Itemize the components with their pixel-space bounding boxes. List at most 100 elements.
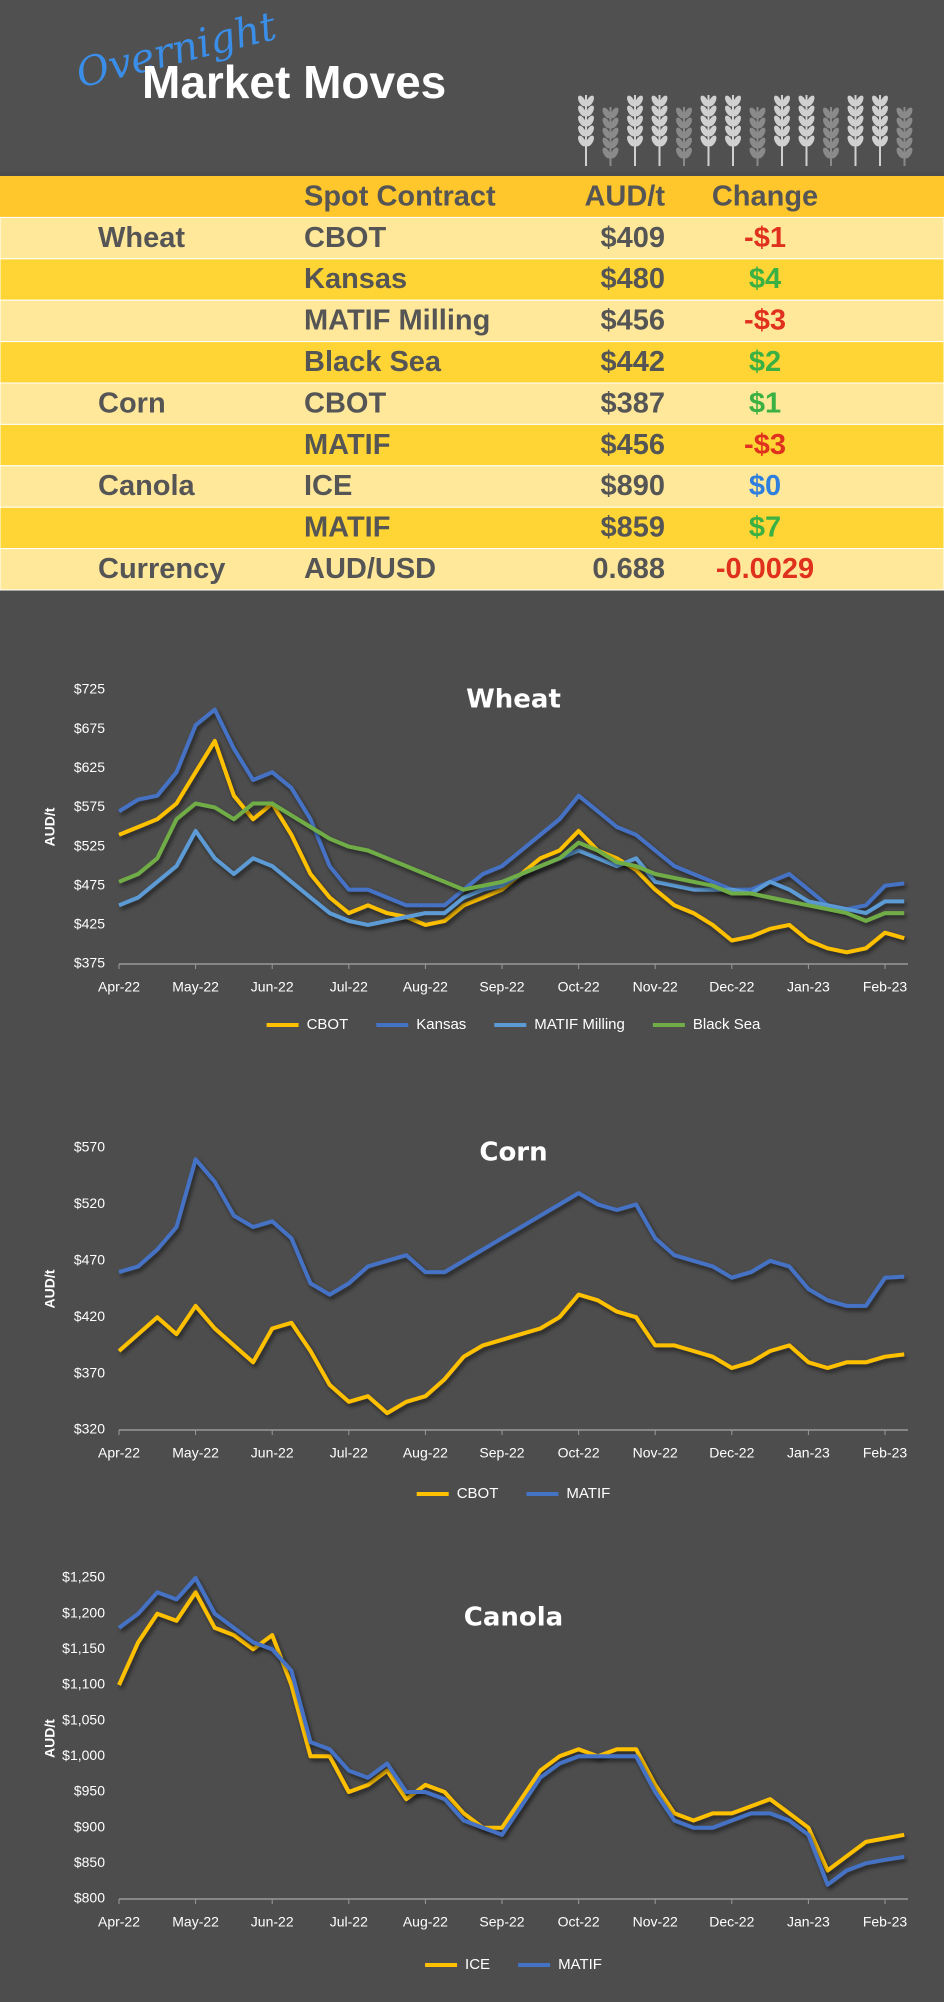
- x-tick-label: Sep-22: [479, 979, 524, 995]
- wheat-grain: [635, 115, 643, 127]
- contract: MATIF: [304, 512, 390, 544]
- wheat-grain: [782, 115, 790, 127]
- wheat-grain: [635, 105, 643, 117]
- contract: MATIF: [304, 429, 390, 461]
- wheat-grain: [896, 117, 905, 129]
- x-tick-label: Nov-22: [633, 1914, 678, 1930]
- price: $456: [600, 305, 665, 337]
- wheat-grain: [831, 137, 839, 149]
- x-tick-label: Feb-23: [863, 979, 908, 995]
- y-tick-label: $320: [74, 1421, 105, 1437]
- wheat-grain: [806, 125, 815, 137]
- column-header: Change: [712, 180, 818, 212]
- wheat-grain: [774, 105, 782, 117]
- legend: CBOT MATIF: [416, 1485, 610, 1502]
- price: $442: [600, 346, 665, 378]
- contract: ICE: [304, 470, 352, 502]
- wheat-grain: [578, 135, 586, 147]
- legend-label: ICE: [465, 1956, 490, 1973]
- wheat-grain: [700, 105, 709, 117]
- wheat-grain: [757, 107, 766, 119]
- wheat-grain: [733, 95, 741, 107]
- x-tick-label: May-22: [172, 1445, 219, 1461]
- wheat-grain: [757, 137, 766, 149]
- change: -$3: [744, 429, 786, 461]
- wheat-grain: [831, 127, 839, 139]
- wheat-grain: [806, 115, 815, 127]
- series-line: [117, 1292, 905, 1416]
- wheat-grain: [823, 137, 831, 149]
- commodity: Wheat: [98, 222, 185, 254]
- price: $456: [600, 429, 665, 461]
- change: $1: [749, 387, 781, 419]
- x-tick-label: Aug-22: [403, 1445, 448, 1461]
- wheat-grain: [904, 147, 913, 159]
- y-tick-label: $520: [74, 1195, 105, 1211]
- wheat-grain: [684, 147, 692, 159]
- wheat-grain: [684, 127, 692, 139]
- wheat-grain: [578, 95, 586, 107]
- y-tick-label: $1,100: [62, 1676, 105, 1692]
- wheat-grain: [602, 127, 611, 139]
- table-row: [0, 506, 944, 550]
- wheat-grain: [847, 125, 856, 137]
- wheat-grain: [659, 115, 668, 127]
- x-tick-label: Jan-23: [787, 1914, 830, 1930]
- wheat-grain: [684, 137, 692, 149]
- table-row: [0, 258, 944, 301]
- legend-label: CBOT: [457, 1485, 499, 1502]
- wheat-grain: [831, 117, 839, 129]
- chart-title: Canola: [464, 1603, 563, 1633]
- wheat-grain: [725, 115, 733, 127]
- x-tick-label: Jul-22: [330, 979, 368, 995]
- x-tick-label: Jun-22: [251, 1914, 294, 1930]
- series-line: [117, 707, 905, 912]
- x-tick-label: Jun-22: [251, 979, 294, 995]
- wheat-grain: [774, 115, 782, 127]
- wheat-grain: [757, 117, 766, 129]
- wheat-grain: [749, 127, 758, 139]
- wheat-grain: [798, 125, 807, 137]
- x-tick-label: May-22: [172, 979, 219, 995]
- y-tick-label: $575: [74, 798, 105, 814]
- change: -$3: [744, 305, 786, 337]
- wheat-grain: [684, 117, 692, 129]
- wheat-grain: [847, 105, 856, 117]
- commodity: Canola: [98, 470, 196, 502]
- wheat-grain: [578, 125, 586, 137]
- x-tick-label: Oct-22: [558, 1914, 600, 1930]
- wheat-grain: [651, 135, 660, 147]
- wheat-grain: [733, 125, 741, 137]
- y-tick-label: $1,200: [62, 1604, 105, 1620]
- wheat-grain: [855, 125, 864, 137]
- wheat-grain: [749, 117, 758, 129]
- wheat-grain: [610, 147, 619, 159]
- wheat-grain: [806, 95, 815, 107]
- x-tick-label: Apr-22: [98, 1914, 140, 1930]
- wheat-grain: [872, 95, 880, 107]
- x-tick-label: Nov-22: [633, 1445, 678, 1461]
- x-tick-label: Jul-22: [330, 1445, 368, 1461]
- wheat-grain: [831, 107, 839, 119]
- wheat-grain: [782, 135, 790, 147]
- x-tick-label: Aug-22: [403, 1914, 448, 1930]
- series-line: [118, 1157, 905, 1308]
- wheat-grain: [823, 127, 831, 139]
- wheat-grain: [733, 135, 741, 147]
- wheat-grain: [700, 115, 709, 127]
- wheat-grain: [602, 137, 611, 149]
- price: 0.688: [592, 553, 665, 585]
- wheat-grain: [880, 105, 888, 117]
- wheat-grain: [684, 107, 692, 119]
- series-line: [117, 1576, 905, 1887]
- table-row: [0, 382, 944, 425]
- wheat-grain: [798, 105, 807, 117]
- wheat-grain: [733, 115, 741, 127]
- x-tick-label: May-22: [172, 1914, 219, 1930]
- wheat-grain: [627, 115, 635, 127]
- wheat-grain: [602, 117, 611, 129]
- wheat-grain: [782, 125, 790, 137]
- wheat-icons: [578, 95, 913, 166]
- wheat-grain: [774, 95, 782, 107]
